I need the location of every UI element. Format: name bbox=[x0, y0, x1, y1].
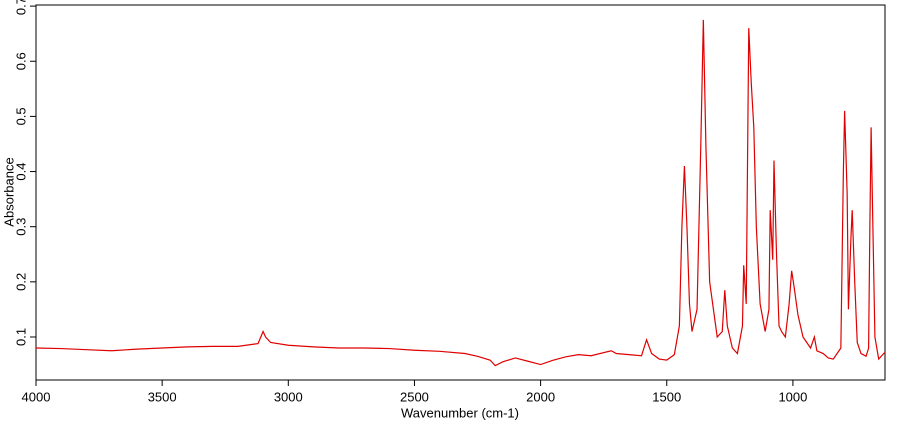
plot-frame bbox=[35, 4, 886, 381]
x-tick-label: 1500 bbox=[652, 389, 681, 404]
x-tick-label: 1000 bbox=[778, 389, 807, 404]
x-tick-label: 4000 bbox=[22, 389, 51, 404]
y-tick-label: 0.4 bbox=[13, 163, 28, 181]
y-tick-label: 0.2 bbox=[13, 273, 28, 291]
y-tick-label: 0.5 bbox=[13, 107, 28, 125]
x-tick-label: 2000 bbox=[526, 389, 555, 404]
x-tick-label: 3500 bbox=[148, 389, 177, 404]
y-tick-label: 0.6 bbox=[13, 52, 28, 70]
x-tick-label: 2500 bbox=[400, 389, 429, 404]
y-tick-label: 0.7 bbox=[13, 0, 28, 15]
x-axis-label: Wavenumber (cm-1) bbox=[401, 405, 519, 420]
y-tick-label: 0.3 bbox=[13, 218, 28, 236]
y-tick-label: 0.1 bbox=[13, 328, 28, 346]
y-axis-label: Absorbance bbox=[1, 157, 16, 226]
x-tick-label: 3000 bbox=[274, 389, 303, 404]
spectrum-line bbox=[35, 19, 886, 367]
